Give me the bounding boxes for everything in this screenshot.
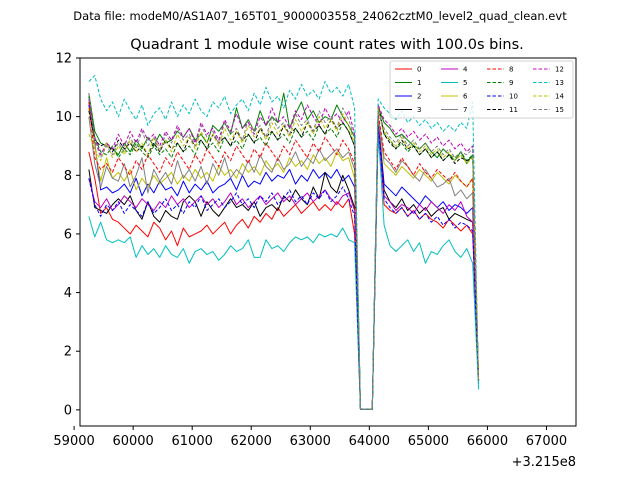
legend-label-13: 13 bbox=[555, 79, 564, 87]
x-tick-label: 59000 bbox=[53, 434, 94, 449]
y-tick-label: 4 bbox=[64, 286, 72, 301]
series-line-8 bbox=[88, 101, 480, 410]
y-axis: 0 2 4 6 8 10 12 bbox=[55, 52, 80, 418]
legend-label-14: 14 bbox=[555, 93, 564, 101]
plot-lines bbox=[88, 75, 480, 410]
series-line-5 bbox=[88, 130, 480, 410]
legend-label-3: 3 bbox=[417, 106, 421, 114]
x-offset-label: +3.215e8 bbox=[512, 455, 576, 470]
series-line-0 bbox=[88, 119, 480, 410]
series-line-15 bbox=[88, 93, 480, 410]
legend-label-11: 11 bbox=[509, 106, 518, 114]
series-line-2 bbox=[88, 104, 480, 410]
y-tick-label: 6 bbox=[64, 227, 72, 242]
y-tick-label: 10 bbox=[55, 110, 72, 125]
x-tick-label: 65000 bbox=[408, 434, 449, 449]
y-tick-label: 2 bbox=[64, 345, 72, 360]
legend-label-5: 5 bbox=[463, 79, 467, 87]
legend-label-12: 12 bbox=[555, 66, 564, 74]
x-tick-label: 60000 bbox=[112, 434, 153, 449]
series-line-7 bbox=[88, 116, 480, 410]
legend-label-15: 15 bbox=[555, 106, 564, 114]
series-line-10 bbox=[88, 124, 480, 410]
x-tick-label: 63000 bbox=[290, 434, 331, 449]
legend-label-0: 0 bbox=[417, 66, 421, 74]
x-tick-label: 66000 bbox=[467, 434, 508, 449]
legend-label-9: 9 bbox=[509, 79, 513, 87]
series-line-12 bbox=[88, 98, 480, 410]
x-tick-label: 61000 bbox=[172, 434, 213, 449]
series-line-4 bbox=[88, 122, 480, 410]
y-tick-label: 8 bbox=[64, 169, 72, 184]
legend-label-6: 6 bbox=[463, 93, 468, 101]
legend-label-7: 7 bbox=[463, 106, 467, 114]
y-tick-label: 0 bbox=[64, 403, 72, 418]
y-tick-label: 12 bbox=[55, 52, 72, 67]
chart-suptitle: Data file: modeM0/AS1A07_165T01_90000035… bbox=[73, 9, 567, 23]
legend-box bbox=[389, 60, 574, 119]
x-tick-label: 67000 bbox=[526, 434, 567, 449]
legend-label-10: 10 bbox=[509, 93, 518, 101]
legend-label-1: 1 bbox=[417, 79, 421, 87]
legend-label-2: 2 bbox=[417, 93, 421, 101]
plot-frame bbox=[79, 57, 577, 427]
x-tick-label: 62000 bbox=[231, 434, 272, 449]
legend-label-4: 4 bbox=[463, 66, 468, 74]
legend-label-8: 8 bbox=[509, 66, 513, 74]
series-line-6 bbox=[88, 107, 480, 410]
series-line-14 bbox=[88, 107, 480, 410]
x-axis: 59000 60000 61000 62000 63000 64000 65000 66000… bbox=[53, 426, 567, 449]
series-line-3 bbox=[88, 122, 480, 410]
x-tick-label: 64000 bbox=[349, 434, 390, 449]
chart-title: Quadrant 1 module wise count rates with … bbox=[130, 37, 524, 53]
